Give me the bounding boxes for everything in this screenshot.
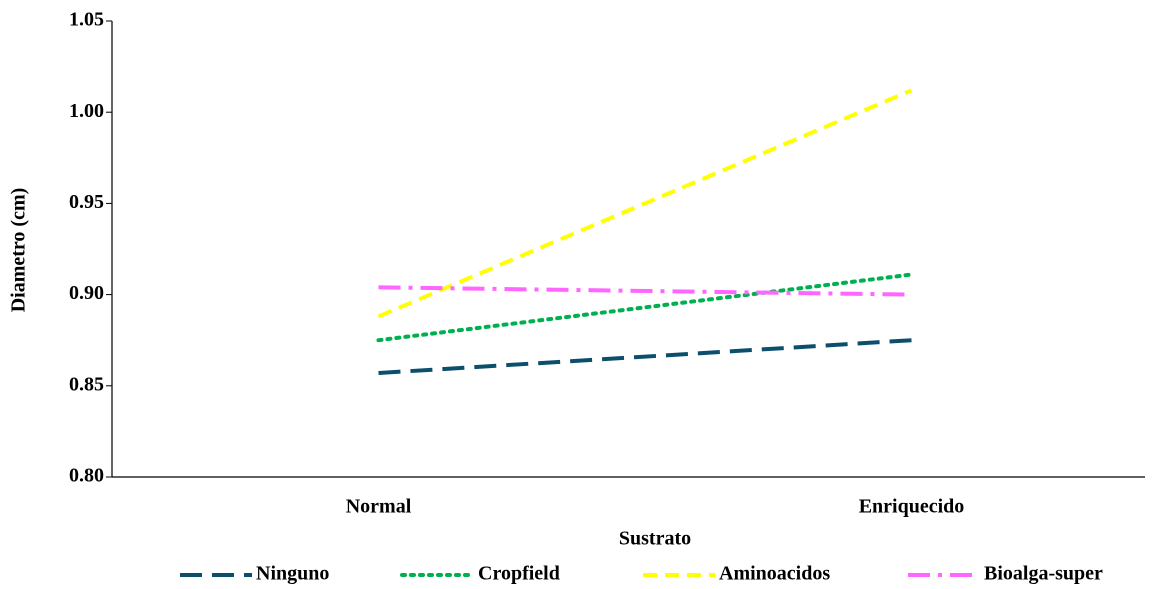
legend-label: Bioalga-super: [984, 563, 1103, 585]
series-line: [376, 272, 914, 343]
y-tick-label: 1.00: [69, 100, 104, 122]
y-tick-label: 0.80: [69, 465, 104, 487]
y-axis-label: Diametro (cm): [8, 188, 30, 313]
legend-label: Cropfield: [478, 563, 560, 585]
legend-label: Aminoacidos: [719, 563, 830, 585]
x-tick-label: Normal: [346, 496, 412, 518]
series-line: [378, 285, 912, 297]
legend-label: Ninguno: [256, 563, 329, 585]
series-line: [378, 338, 912, 376]
x-axis-label: Sustrato: [619, 528, 691, 550]
series-line: [377, 88, 913, 319]
y-tick-label: 0.90: [69, 282, 104, 304]
y-tick-label: 0.95: [69, 191, 104, 213]
y-tick-label: 1.05: [69, 9, 104, 31]
x-tick-label: Enriquecido: [859, 496, 965, 518]
y-tick-label: 0.85: [69, 373, 104, 395]
